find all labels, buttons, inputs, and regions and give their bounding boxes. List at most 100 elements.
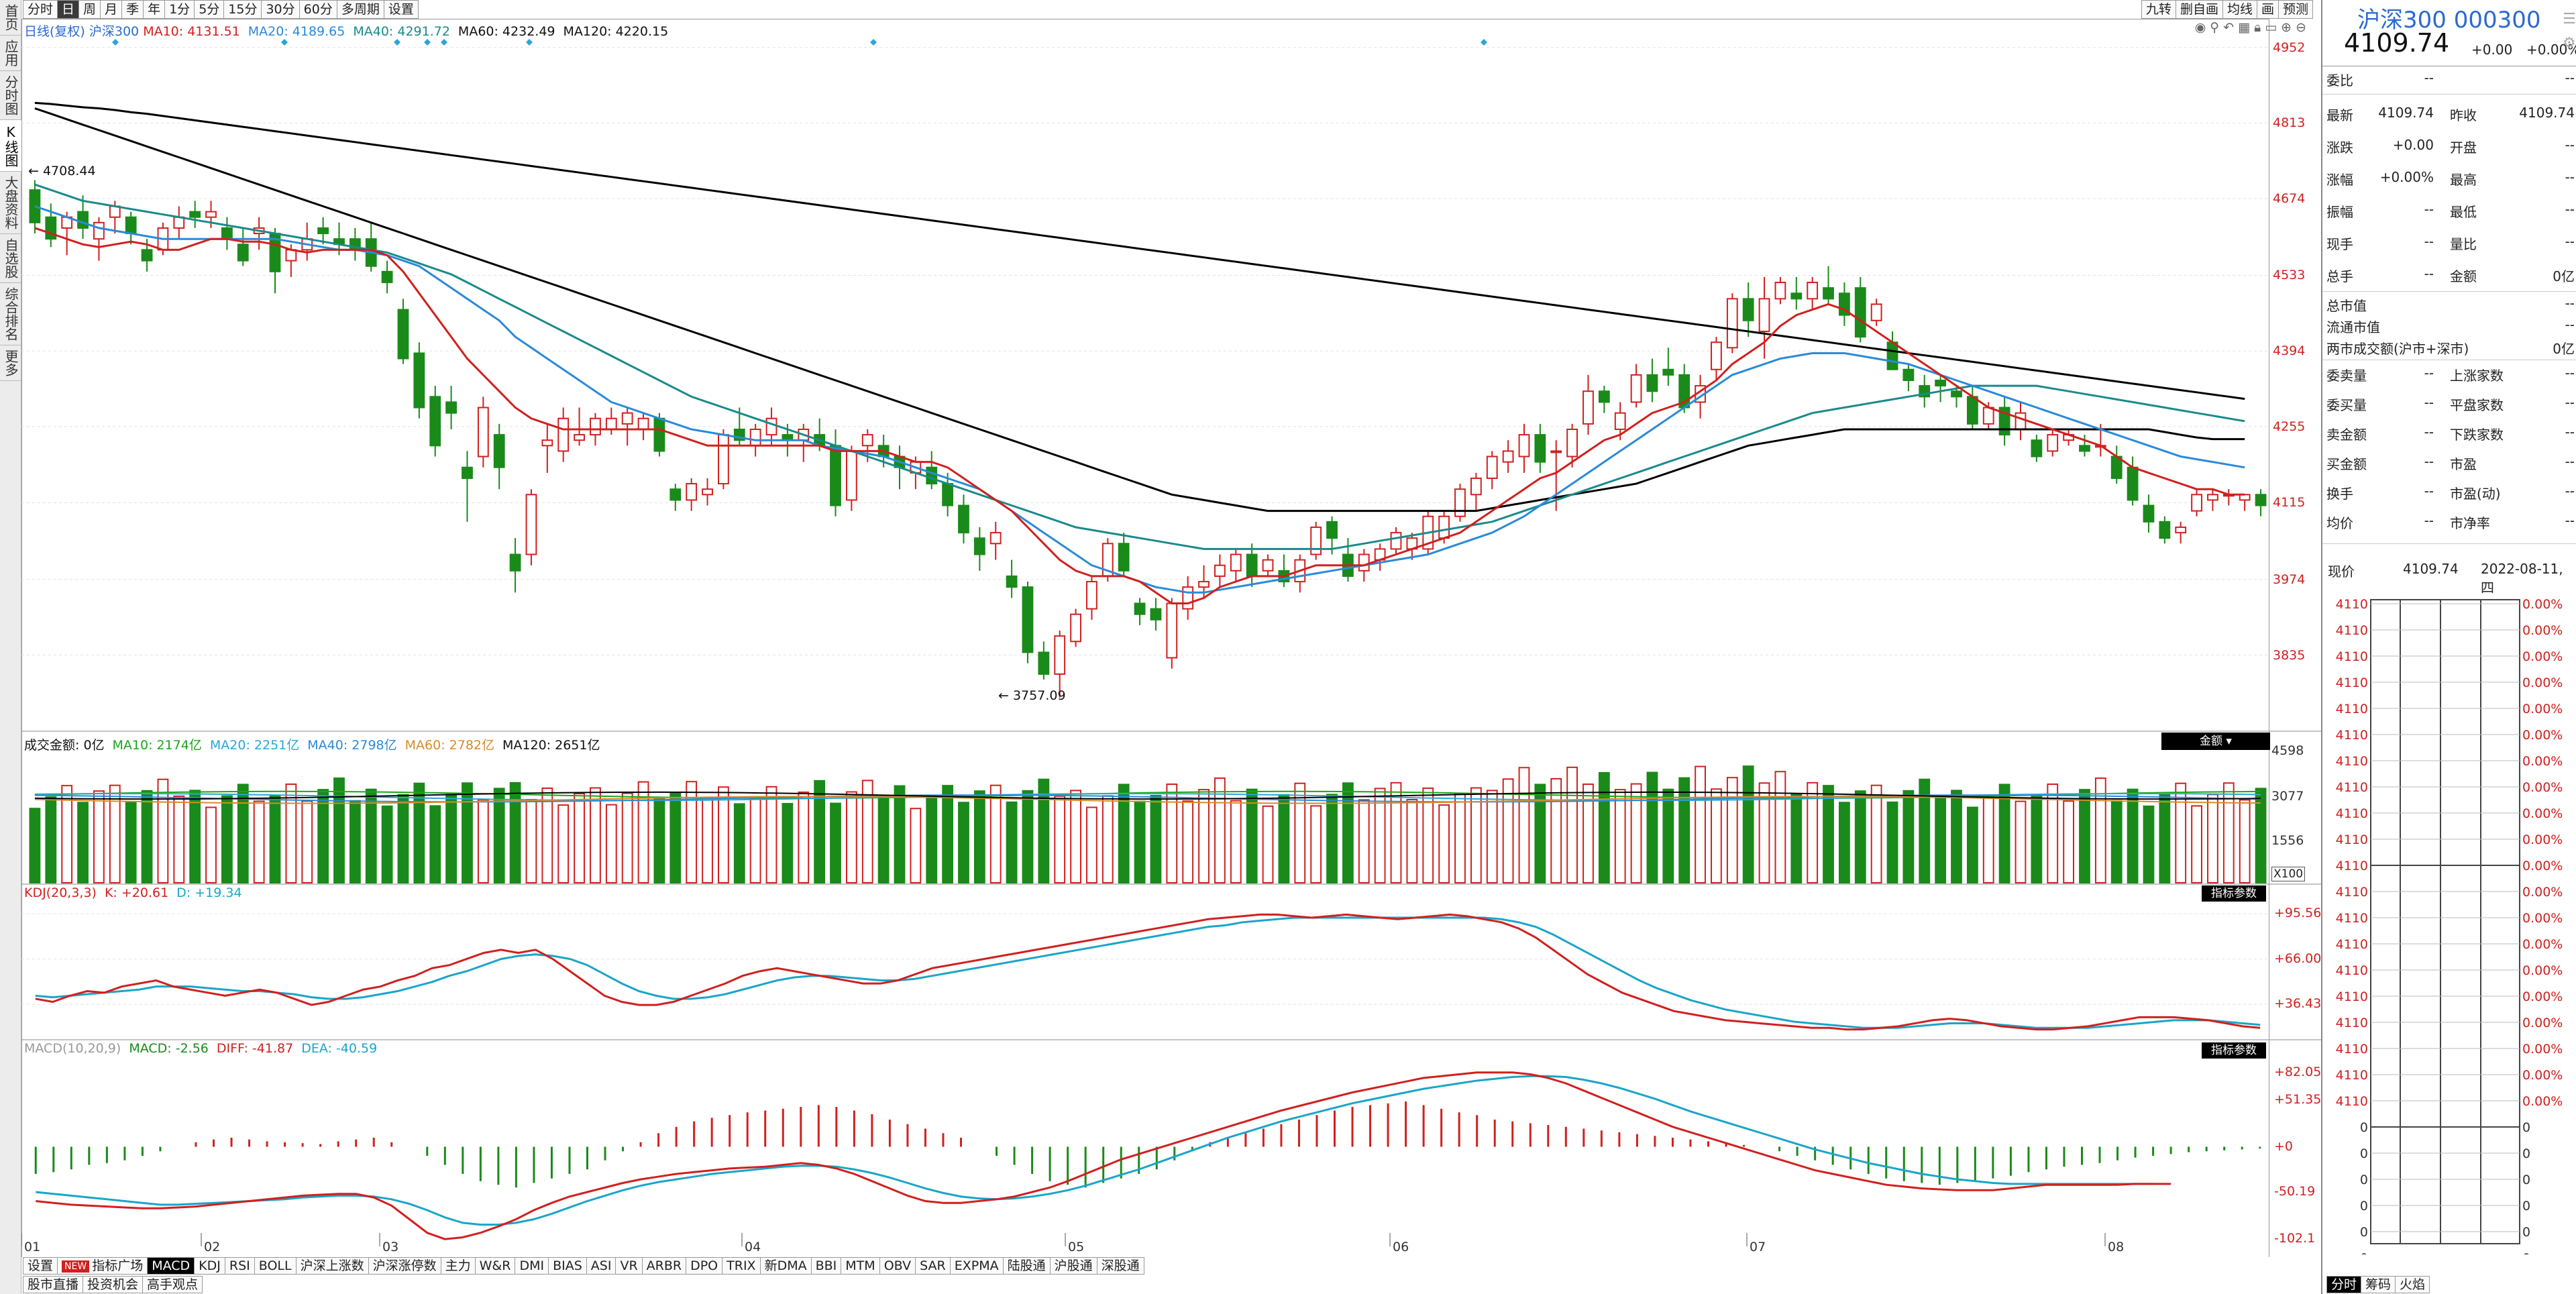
indicator-tab[interactable]: NEW 指标广场 [58,1257,148,1275]
volume-bar[interactable] [1358,799,1370,884]
candle[interactable] [493,434,505,468]
indicator-tab[interactable]: SAR [916,1257,951,1275]
indicator-tab[interactable]: KDJ [195,1257,225,1275]
candle[interactable] [1182,586,1194,610]
candle[interactable] [2207,494,2218,501]
volume-bar[interactable] [1198,789,1210,884]
volume-bar[interactable] [365,788,377,883]
volume-bar[interactable] [1246,788,1258,883]
volume-bar[interactable] [253,800,265,883]
volume-bar[interactable] [686,781,698,883]
candle[interactable] [1198,581,1210,588]
signal-marker[interactable] [526,39,533,46]
volume-bar[interactable] [1695,765,1706,884]
volume-bar[interactable] [93,790,105,883]
volume-bar[interactable] [1998,784,2010,884]
volume-bar[interactable] [349,800,361,883]
indicator-tab[interactable]: 主力 [441,1257,476,1275]
volume-bar[interactable] [269,795,281,883]
volume-bar[interactable] [877,796,890,883]
volume-bar[interactable] [1678,777,1690,884]
indicator-tab[interactable]: ARBR [642,1257,687,1275]
sidebar-item-intraday[interactable]: 分时图 [0,71,21,120]
candle[interactable] [477,407,489,457]
volume-bar[interactable] [493,788,505,884]
volume-bar[interactable] [1614,789,1626,884]
candle[interactable] [1454,488,1466,517]
volume-bar[interactable] [1070,790,1081,883]
indicator-tab[interactable]: DMI [515,1257,549,1275]
volume-bar[interactable] [2047,784,2059,883]
volume-bar[interactable] [1310,805,1322,883]
indicator-tab[interactable]: 设置 [23,1257,58,1275]
candle[interactable] [1534,434,1546,463]
volume-bar[interactable] [1758,782,1770,883]
volume-bar[interactable] [173,795,185,883]
volume-bar[interactable] [653,798,665,884]
period-button-1min[interactable]: 1分 [165,0,195,19]
bottom-link[interactable]: 股市直播 [23,1276,84,1293]
volume-bar[interactable] [1742,765,1754,883]
candle[interactable] [926,466,938,485]
volume-bar[interactable] [1774,771,1786,884]
volume-bar[interactable] [2063,800,2075,884]
window-icon[interactable]: ▭ [2265,20,2282,35]
volume-bar[interactable] [557,804,570,884]
volume-bar[interactable] [1886,801,1898,884]
candle[interactable] [702,488,713,496]
signal-marker[interactable] [870,39,877,46]
chart-area[interactable] [21,19,2321,1257]
candle[interactable] [1758,298,1770,333]
volume-bar[interactable] [462,782,473,883]
candle[interactable] [221,227,233,240]
volume-bar[interactable] [1438,804,1450,884]
forecast-button[interactable]: 预测 [2278,0,2313,19]
volume-bar[interactable] [1390,781,1402,883]
volume-bar[interactable] [2222,782,2235,883]
volume-bar[interactable] [1646,771,1658,883]
volume-bar[interactable] [61,785,73,884]
volume-bar[interactable] [1230,800,1242,883]
candle[interactable] [1566,428,1578,457]
volume-bar[interactable] [973,790,985,883]
indicator-tab[interactable]: RSI [225,1257,255,1275]
candle[interactable] [141,249,153,262]
period-button-5min[interactable]: 5分 [195,0,225,19]
settings-icon[interactable]: ⚙ [2563,35,2576,52]
signal-marker[interactable] [112,39,119,46]
volume-bar[interactable] [525,799,537,883]
candle[interactable] [861,434,873,447]
bottom-link[interactable]: 投资机会 [83,1276,144,1293]
candle[interactable] [845,450,857,501]
candle[interactable] [1711,341,1722,370]
volume-bar[interactable] [1134,800,1146,883]
volume-bar[interactable] [381,805,393,884]
volume-bar[interactable] [1326,794,1338,883]
mini-intraday-chart[interactable]: 4110 0.00% 4110 0.00% 4110 0.00% 4110 0.00% 4110… [2326,590,2575,1292]
candle[interactable] [1150,608,1162,621]
candle[interactable] [1358,553,1370,572]
period-button-month[interactable]: 月 [101,0,123,19]
zoom-in-icon[interactable]: ⊕ [2281,20,2296,35]
indicator-tab[interactable]: 陆股通 [1003,1257,1051,1275]
candle[interactable] [1982,407,1994,425]
volume-bar[interactable] [541,787,553,883]
volume-bar[interactable] [77,802,89,883]
volume-bar[interactable] [1630,783,1642,883]
volume-bar[interactable] [1566,766,1578,883]
volume-bar[interactable] [1374,788,1386,884]
volume-bar[interactable] [1711,788,1722,884]
menu-icon[interactable]: ☰ [2563,11,2576,28]
volume-bar[interactable] [749,797,761,884]
period-button-intraday[interactable]: 分时 [23,0,58,19]
candle[interactable] [1550,450,1562,453]
candle[interactable] [1310,526,1322,555]
candle[interactable] [637,417,649,430]
undo-icon[interactable]: ↶ [2223,20,2239,35]
candle[interactable] [1022,586,1034,653]
volume-bar[interactable] [782,802,794,883]
candle[interactable] [1054,635,1066,675]
sidebar-item-home[interactable]: 首页 [0,0,21,36]
volume-bar[interactable] [445,794,457,883]
candle[interactable] [1262,559,1274,572]
